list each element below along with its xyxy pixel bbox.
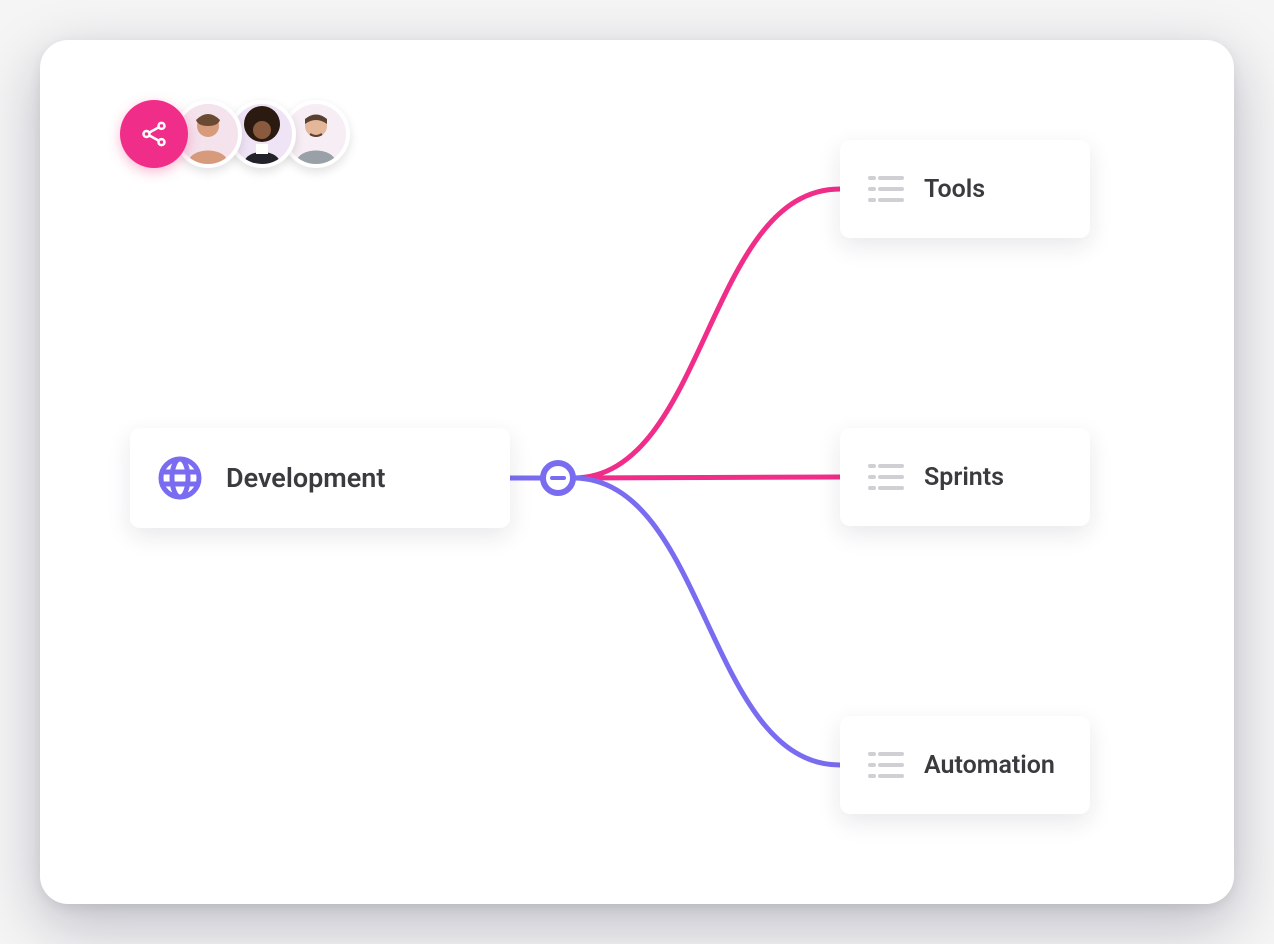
root-node-label: Development bbox=[226, 462, 385, 494]
collapse-toggle[interactable] bbox=[543, 463, 573, 493]
list-icon bbox=[868, 174, 904, 204]
list-icon bbox=[868, 750, 904, 780]
child-node-label: Sprints bbox=[924, 463, 1004, 492]
share-icon bbox=[139, 119, 169, 149]
child-node-label: Tools bbox=[924, 175, 985, 204]
list-icon bbox=[868, 462, 904, 492]
mindmap-canvas: Development Tools S bbox=[40, 40, 1234, 904]
child-node-automation[interactable]: Automation bbox=[840, 716, 1090, 814]
root-node-development[interactable]: Development bbox=[130, 428, 510, 528]
globe-icon bbox=[158, 456, 202, 500]
share-cluster bbox=[120, 100, 350, 168]
child-node-label: Automation bbox=[924, 751, 1055, 780]
share-button[interactable] bbox=[120, 100, 188, 168]
child-node-sprints[interactable]: Sprints bbox=[840, 428, 1090, 526]
child-node-tools[interactable]: Tools bbox=[840, 140, 1090, 238]
